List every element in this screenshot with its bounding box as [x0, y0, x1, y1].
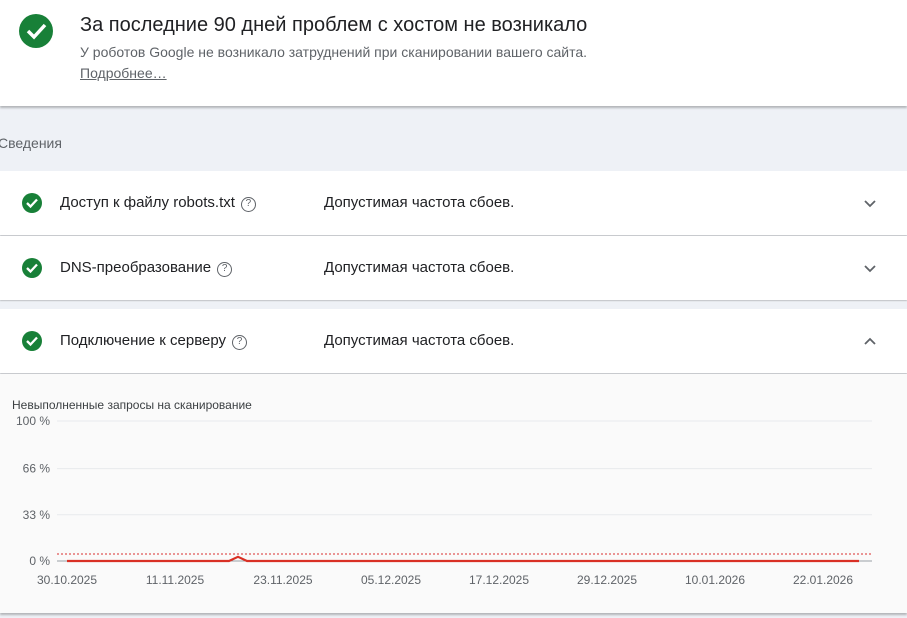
section-label: Сведения	[0, 135, 62, 151]
chevron-down-icon[interactable]	[862, 195, 878, 211]
row-status: Допустимая частота сбоев.	[324, 259, 515, 276]
x-tick-label: 10.01.2026	[685, 573, 745, 587]
y-tick-label: 66 %	[23, 462, 51, 476]
x-tick-label: 29.12.2025	[577, 573, 637, 587]
summary-title: За последние 90 дней проблем с хостом не…	[80, 14, 588, 36]
row-dns[interactable]: DNS-преобразование? Допустимая частота с…	[0, 236, 907, 300]
x-tick-label: 11.11.2025	[146, 573, 205, 587]
help-icon[interactable]: ?	[232, 335, 248, 350]
x-tick-label: 05.12.2025	[361, 573, 421, 587]
check-circle-icon	[22, 193, 42, 213]
summary-subtitle: У роботов Google не возникало затруднени…	[80, 44, 588, 60]
row-server[interactable]: Подключение к серверу? Допустимая частот…	[0, 309, 907, 373]
chevron-up-icon[interactable]	[862, 333, 878, 349]
more-link[interactable]: Подробнее…	[80, 65, 167, 81]
y-tick-label: 33 %	[23, 508, 51, 522]
series-line	[67, 555, 859, 563]
summary-card: За последние 90 дней проблем с хостом не…	[0, 0, 907, 106]
check-circle-icon	[19, 14, 53, 48]
x-tick-label: 22.01.2026	[793, 573, 853, 587]
chart-panel: Невыполненные запросы на сканирование 10…	[0, 374, 907, 613]
y-tick-label: 0 %	[29, 554, 50, 568]
row-name: Доступ к файлу robots.txt	[60, 194, 235, 211]
failed-requests-chart: 100 % 66 % 33 % 0 % 30.10.2025 11.11.2025 23.1…	[16, 414, 872, 587]
help-icon[interactable]: ?	[240, 197, 256, 212]
check-circle-icon	[22, 331, 42, 351]
chart-title: Невыполненные запросы на сканирование	[12, 398, 252, 412]
x-tick-label: 30.10.2025	[37, 573, 97, 587]
row-name: DNS-преобразование	[60, 259, 212, 276]
row-name: Подключение к серверу	[60, 332, 227, 349]
help-icon[interactable]: ?	[217, 262, 233, 277]
chevron-down-icon[interactable]	[862, 260, 878, 276]
row-status: Допустимая частота сбоев.	[324, 332, 515, 349]
row-robots[interactable]: Доступ к файлу robots.txt? Допустимая ча…	[0, 171, 907, 235]
y-tick-label: 100 %	[16, 414, 50, 428]
check-circle-icon	[22, 258, 42, 278]
x-tick-label: 23.11.2025	[253, 573, 312, 587]
x-tick-label: 17.12.2025	[469, 573, 529, 587]
row-status: Допустимая частота сбоев.	[324, 194, 515, 211]
